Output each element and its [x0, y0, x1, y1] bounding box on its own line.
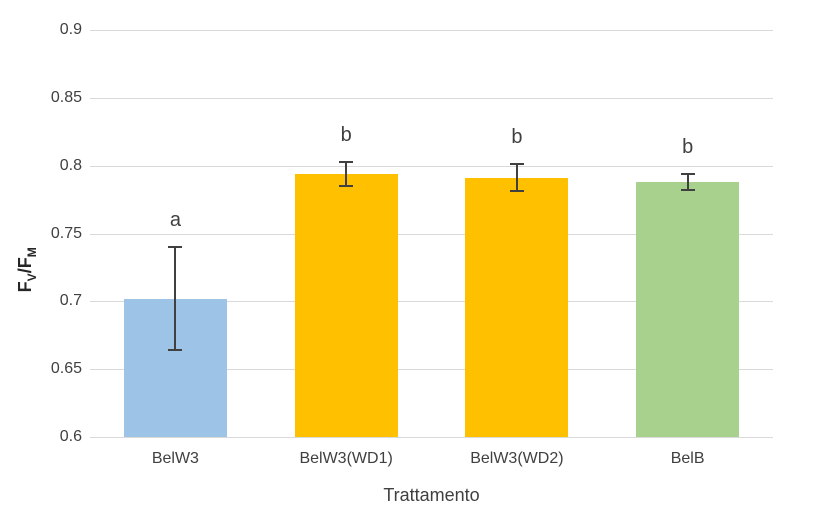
bar-belb: [636, 181, 740, 437]
x-axis-title: Trattamento: [383, 485, 480, 505]
x-category-label: BelW3(WD2): [470, 450, 564, 467]
y-axis-title-base2: /F: [15, 257, 36, 274]
error-bar-line: [174, 247, 177, 351]
significance-letter: b: [511, 126, 523, 149]
significance-letter: b: [682, 135, 694, 158]
error-bar-cap-bottom: [339, 185, 354, 188]
gridline: [90, 30, 773, 31]
y-tick-label: 0.75: [50, 224, 82, 242]
y-axis-title-sub2: M: [24, 247, 39, 258]
x-category-label: BelB: [670, 450, 705, 467]
error-bar-cap-bottom: [680, 189, 695, 192]
error-bar-cap-bottom: [509, 190, 524, 193]
error-bar-line: [686, 173, 689, 191]
y-tick-label: 0.6: [59, 428, 82, 445]
significance-letter: b: [340, 123, 352, 146]
y-tick-label: 0.65: [50, 360, 82, 378]
gridline: [90, 233, 773, 235]
y-tick-label: 0.8: [59, 156, 82, 174]
y-tick-label: 0.85: [50, 88, 82, 106]
gridline: [90, 97, 773, 99]
error-bar-cap-top: [168, 246, 183, 249]
error-bar-cap-top: [509, 163, 524, 166]
gridline: [90, 437, 773, 438]
x-category-label: BelW3: [151, 450, 199, 467]
error-bar-line: [515, 164, 518, 192]
bar-belw3-wd1-: [294, 173, 398, 437]
y-tick-label: 0.9: [59, 21, 82, 38]
error-bar-cap-top: [680, 172, 695, 175]
bar-belw3-wd2-: [465, 177, 569, 437]
error-bar-cap-bottom: [168, 349, 183, 352]
y-tick-label: 0.7: [59, 292, 82, 310]
gridline: [90, 301, 773, 303]
y-axis-title-sub1: V: [24, 273, 39, 282]
gridline: [90, 165, 773, 167]
error-bar-line: [345, 161, 348, 186]
error-bar-cap-top: [339, 160, 354, 163]
x-category-label: BelW3(WD1): [299, 450, 393, 467]
gridline: [90, 369, 773, 371]
significance-letter: a: [169, 209, 181, 232]
